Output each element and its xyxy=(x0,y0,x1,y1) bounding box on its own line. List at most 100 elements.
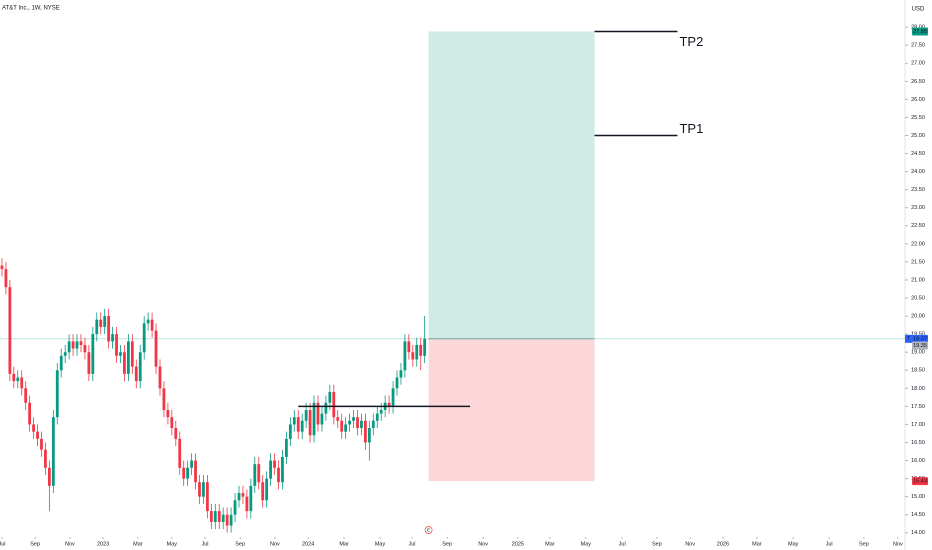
y-tick-label: 23.00 xyxy=(911,205,925,211)
candle-body xyxy=(363,420,367,443)
x-tick-label: Nov xyxy=(685,541,695,547)
price-label-box xyxy=(912,27,928,36)
candle-body xyxy=(340,420,344,432)
y-tick-label: 20.50 xyxy=(911,295,925,301)
candle-body xyxy=(237,493,241,501)
x-tick-label: Nov xyxy=(478,541,488,547)
candle-body xyxy=(348,420,351,425)
candle-body xyxy=(344,424,348,432)
target-zone xyxy=(428,31,595,339)
x-tick-label: May xyxy=(375,541,386,547)
candle-body xyxy=(154,330,158,367)
candle-body xyxy=(198,482,201,497)
symbol-label: T xyxy=(907,336,910,342)
candle-body xyxy=(336,417,340,421)
candle-body xyxy=(277,467,280,483)
stop-zone xyxy=(428,338,595,482)
candle-body xyxy=(288,424,292,439)
x-tick-label: Mar xyxy=(133,541,143,547)
candle-body xyxy=(300,420,304,432)
event-marker xyxy=(424,526,433,534)
candle-body xyxy=(87,352,91,374)
x-tick-label: May xyxy=(167,541,178,547)
y-tick-label: 24.50 xyxy=(911,151,925,157)
x-tick-label: Nov xyxy=(65,541,75,547)
candle-body xyxy=(20,377,24,389)
candle-body xyxy=(194,460,197,483)
y-tick-label: 20.00 xyxy=(911,314,925,320)
y-tick-label: 23.50 xyxy=(911,187,925,193)
candle-body xyxy=(284,438,288,457)
candle-body xyxy=(202,482,205,497)
candle-body xyxy=(8,287,12,374)
candle-body xyxy=(225,514,229,526)
candle-body xyxy=(205,482,209,512)
price-label-box xyxy=(912,341,928,350)
candle-body xyxy=(55,370,59,418)
candle-body xyxy=(186,467,190,479)
candle-body xyxy=(12,373,16,382)
x-tick-label: Jul xyxy=(0,541,5,547)
candle-body xyxy=(261,482,265,501)
x-tick-label: Sep xyxy=(30,541,40,547)
candle-body xyxy=(360,420,363,429)
candle-body xyxy=(0,265,4,270)
candle-body xyxy=(320,413,324,425)
candle-body xyxy=(316,402,320,425)
candle-body xyxy=(423,338,427,356)
candle-body xyxy=(63,352,67,356)
x-tick-label: Sep xyxy=(859,541,869,547)
y-tick-label: 27.50 xyxy=(911,43,925,49)
y-tick-label: 16.50 xyxy=(911,440,925,446)
y-tick-label: 24.00 xyxy=(911,169,925,175)
candle-body xyxy=(419,344,423,356)
candle-body xyxy=(379,409,383,414)
candle-body xyxy=(28,402,32,425)
candle-body xyxy=(249,485,253,512)
candle-body xyxy=(83,344,87,353)
x-tick-label: Mar xyxy=(545,541,555,547)
candle-body xyxy=(332,391,336,418)
candle-body xyxy=(367,428,371,443)
candle-body xyxy=(399,370,403,378)
candle-body xyxy=(371,420,375,429)
candle-body xyxy=(296,417,300,432)
candle-body xyxy=(308,409,312,436)
candle-body xyxy=(95,319,99,335)
candle-body xyxy=(146,319,150,324)
x-tick-label: Nov xyxy=(270,541,280,547)
candle-body xyxy=(150,319,154,331)
event-label: E xyxy=(427,528,430,533)
y-tick-label: 19.50 xyxy=(911,332,925,338)
candle-body xyxy=(257,464,261,483)
candle-body xyxy=(51,417,55,486)
price-label: 27.88 xyxy=(913,29,927,35)
x-tick-label: 2026 xyxy=(717,541,729,547)
symbol-box xyxy=(905,334,912,343)
candle-body xyxy=(178,438,182,468)
candle-body xyxy=(229,514,233,526)
y-tick-label: 15.00 xyxy=(911,494,925,500)
candle-body xyxy=(375,413,379,421)
candle-body xyxy=(99,319,103,327)
candle-body xyxy=(162,388,166,410)
x-tick-label: Mar xyxy=(752,541,762,547)
candle-body xyxy=(312,402,316,436)
candle-body xyxy=(4,269,8,288)
candle-body xyxy=(79,341,83,345)
candle-body xyxy=(415,344,419,360)
y-tick-label: 22.50 xyxy=(911,223,925,229)
candle-body xyxy=(411,352,415,360)
x-tick-label: Sep xyxy=(442,541,452,547)
candle-body xyxy=(304,409,308,421)
y-tick-label: 14.50 xyxy=(911,512,925,518)
y-tick-label: 21.50 xyxy=(911,259,925,265)
candle-body xyxy=(170,417,174,429)
candle-body xyxy=(158,366,162,389)
candle-body xyxy=(59,355,63,371)
candle-body xyxy=(134,366,138,382)
y-tick-label: 18.50 xyxy=(911,368,925,374)
candle-body xyxy=(269,460,272,479)
candle-body xyxy=(126,341,130,374)
candle-body xyxy=(324,402,328,414)
